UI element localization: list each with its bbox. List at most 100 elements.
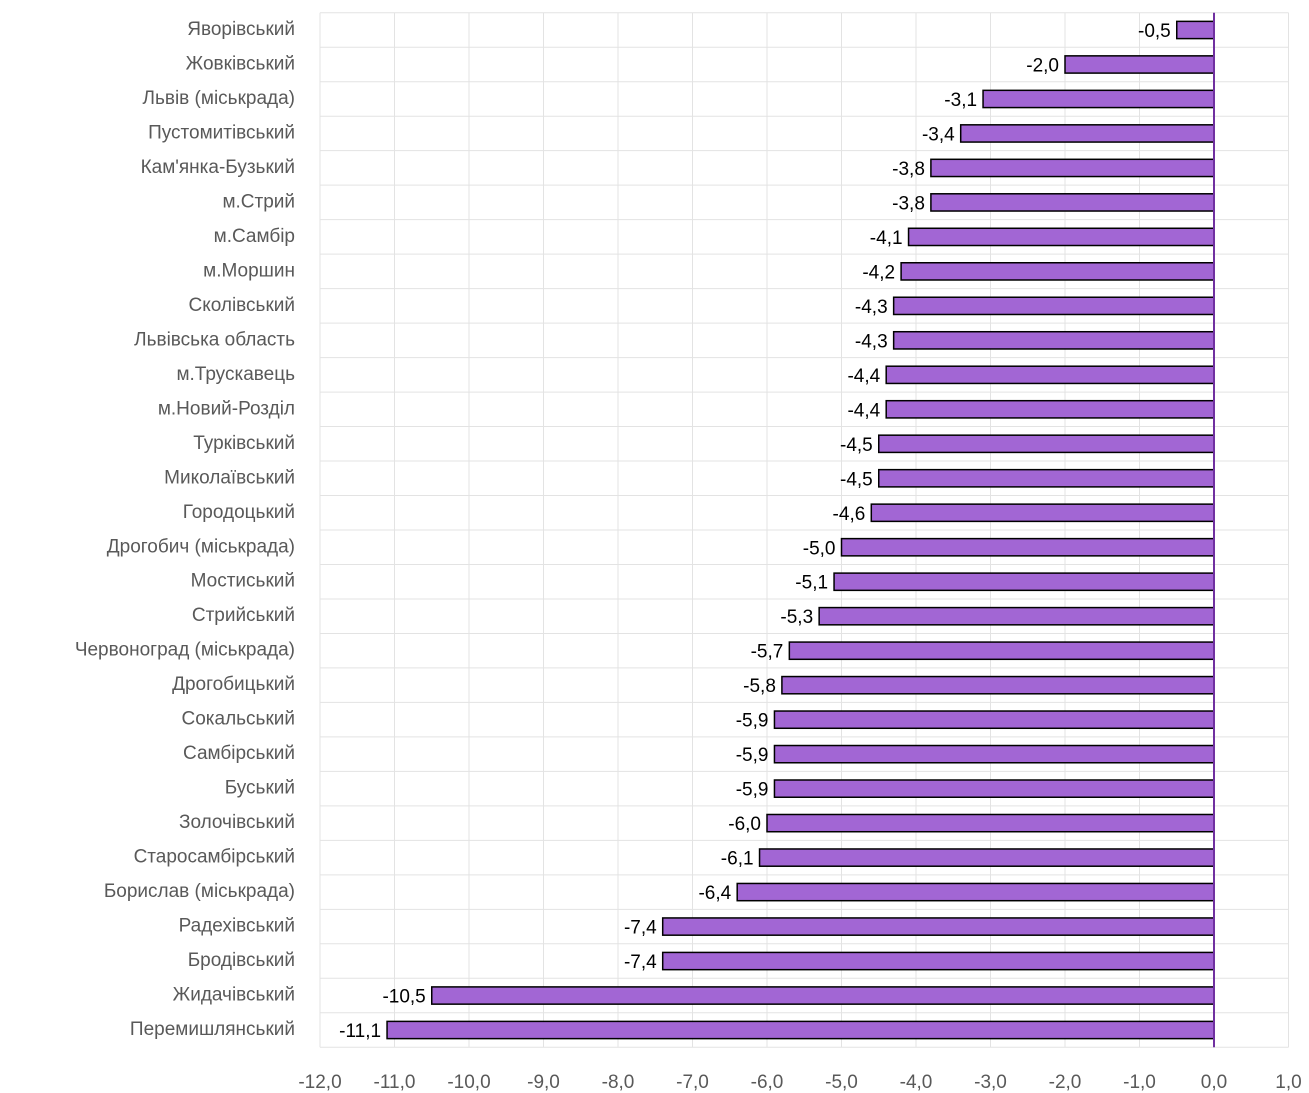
value-label: -4,5	[840, 469, 873, 490]
bar	[930, 193, 1215, 212]
y-tick-label: м.Стрий	[222, 191, 295, 212]
y-tick-label: Сколівський	[188, 295, 295, 316]
bar	[773, 710, 1215, 730]
bar	[878, 468, 1215, 488]
bar	[930, 158, 1215, 178]
x-tick-label: -4,0	[900, 1072, 933, 1093]
x-tick-label: 1,0	[1275, 1072, 1301, 1093]
value-label: -4,1	[870, 228, 903, 249]
x-tick-label: -12,0	[298, 1072, 341, 1093]
y-tick-label: Золочівський	[179, 812, 295, 833]
value-label: -6,4	[698, 883, 731, 904]
x-tick-label: -1,0	[1123, 1072, 1156, 1093]
y-tick-label: м.Трускавець	[176, 364, 295, 385]
value-label: -5,9	[736, 780, 769, 801]
bar	[773, 744, 1215, 764]
bar	[736, 882, 1215, 902]
bar	[781, 675, 1215, 695]
bar	[840, 537, 1215, 557]
value-label: -4,3	[855, 331, 888, 352]
x-tick-label: -7,0	[676, 1072, 709, 1093]
bar	[1064, 55, 1215, 74]
value-label: -7,4	[624, 952, 657, 973]
value-label: -6,1	[721, 849, 754, 870]
bar	[833, 572, 1215, 592]
y-tick-label: Буський	[225, 778, 295, 799]
y-tick-label: Радехівський	[179, 916, 295, 937]
value-label: -4,4	[847, 400, 880, 421]
bar	[661, 951, 1215, 971]
y-tick-label: Жовківський	[186, 53, 295, 74]
value-label: -4,6	[833, 504, 866, 525]
value-label: -11,1	[339, 1021, 381, 1042]
y-tick-label: Львів (міськрада)	[143, 88, 296, 109]
bar	[907, 227, 1215, 247]
x-tick-label: 0,0	[1201, 1072, 1227, 1093]
value-label: -4,2	[862, 262, 895, 283]
bar	[1176, 20, 1215, 40]
y-tick-label: Городоцький	[183, 502, 295, 523]
value-label: -6,0	[728, 814, 761, 835]
bar	[900, 262, 1215, 281]
y-tick-label: Мостиський	[191, 571, 295, 592]
bar	[885, 365, 1215, 385]
x-tick-label: -3,0	[974, 1072, 1007, 1093]
x-tick-label: -10,0	[447, 1072, 490, 1093]
value-label: -3,8	[892, 193, 925, 214]
y-tick-label: Старосамбірський	[134, 847, 295, 868]
bar	[431, 986, 1215, 1005]
bar	[766, 813, 1215, 833]
bar	[959, 124, 1215, 143]
y-tick-label: Дрогобицький	[172, 674, 295, 695]
value-label: -3,8	[892, 159, 925, 180]
bar	[885, 399, 1215, 419]
y-tick-label: Миколаївський	[164, 467, 295, 488]
y-tick-label: Дрогобич (міськрада)	[107, 536, 295, 557]
value-label: -10,5	[382, 987, 425, 1008]
value-label: -5,9	[736, 711, 769, 732]
y-tick-label: Сокальський	[181, 709, 295, 730]
value-label: -5,9	[736, 745, 769, 766]
value-label: -3,4	[922, 124, 955, 145]
value-label: -7,4	[624, 918, 657, 939]
value-label: -5,3	[780, 607, 813, 628]
bar	[788, 641, 1215, 661]
y-tick-label: Пустомитівський	[148, 122, 295, 143]
x-tick-label: -11,0	[374, 1072, 416, 1093]
bar	[758, 848, 1215, 867]
value-label: -4,3	[855, 297, 888, 318]
value-label: -4,5	[840, 435, 873, 456]
value-label: -5,1	[795, 573, 828, 594]
y-tick-label: Самбірський	[183, 743, 295, 764]
bar	[892, 296, 1215, 316]
y-tick-label: Борислав (міськрада)	[104, 881, 295, 902]
bar	[661, 917, 1215, 936]
value-label: -5,8	[743, 676, 776, 697]
y-tick-label: м.Самбір	[214, 226, 295, 247]
y-tick-label: м.Новий-Розділ	[158, 398, 295, 419]
x-tick-label: -2,0	[1049, 1072, 1082, 1093]
bar	[386, 1020, 1215, 1040]
y-tick-label: Бродівський	[188, 950, 295, 971]
bar	[892, 330, 1215, 350]
x-tick-label: -5,0	[825, 1072, 858, 1093]
y-tick-label: Кам'янка-Бузький	[141, 157, 295, 178]
x-tick-label: -9,0	[527, 1072, 560, 1093]
value-label: -5,7	[751, 642, 784, 663]
value-label: -3,1	[944, 90, 977, 111]
bar	[878, 434, 1215, 454]
y-tick-label: Турківський	[193, 433, 295, 454]
y-tick-label: Яворівський	[187, 19, 295, 40]
y-tick-label: Стрийський	[192, 605, 295, 626]
value-label: -5,0	[803, 538, 836, 559]
x-tick-label: -6,0	[751, 1072, 784, 1093]
y-tick-label: Жидачівський	[173, 985, 295, 1006]
y-tick-label: м.Моршин	[203, 260, 295, 281]
bar	[982, 89, 1215, 109]
value-label: -4,4	[847, 366, 880, 387]
y-tick-label: Львівська область	[134, 329, 295, 350]
value-label: -2,0	[1026, 55, 1059, 76]
value-label: -0,5	[1138, 21, 1171, 42]
bar	[773, 779, 1215, 798]
